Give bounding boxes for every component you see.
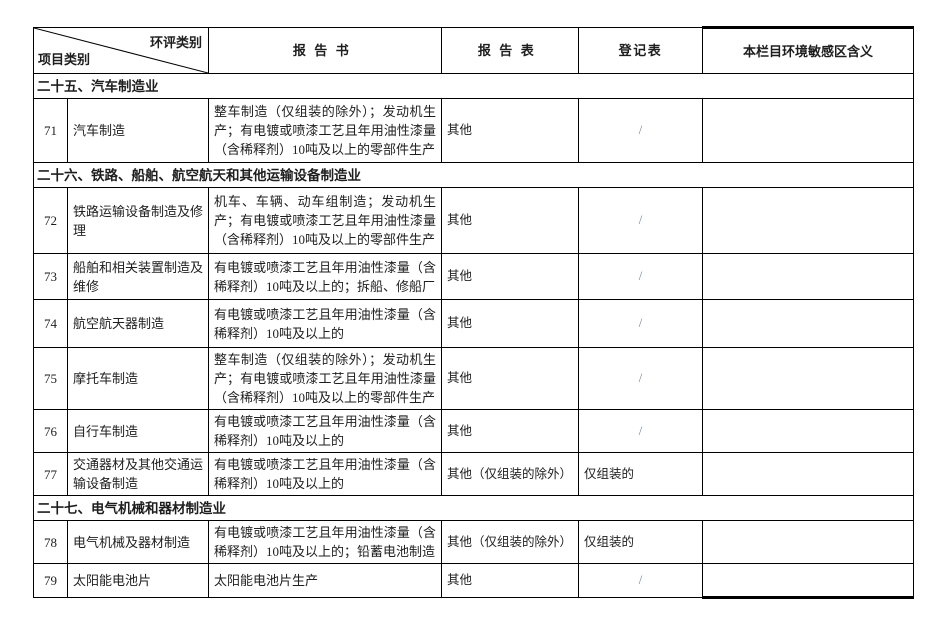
section-title-cell: 二十七、电气机械和器材制造业 [33,495,914,521]
sensitive-area-cell [702,253,914,300]
project-category-cell: 航空航天器制造 [67,299,209,348]
sensitive-area-cell [702,187,914,254]
table-row: 78 电气机械及器材制造 有电镀或喷漆工艺且年用油性漆量（含稀释剂）10吨及以上… [33,520,914,564]
report-form-cell: 其他 [441,347,579,410]
report-book-cell: 机车、车辆、动车组制造；发动机生产；有电镀或喷漆工艺且年用油性漆量（含稀释剂）1… [208,187,442,254]
register-form-cell: / [578,563,703,598]
sensitive-area-cell [702,563,914,599]
project-category-cell: 汽车制造 [67,98,209,163]
table-row: 79 太阳能电池片 太阳能电池片生产 其他 / [33,563,914,599]
row-number-cell: 79 [33,563,68,598]
register-form-cell: / [578,187,703,254]
sensitive-area-cell [702,409,914,453]
project-category-cell: 交通器材及其他交通运输设备制造 [67,452,209,496]
row-number-cell: 72 [33,187,68,254]
project-category-cell: 太阳能电池片 [67,563,209,598]
sensitive-area-cell [702,520,914,564]
sensitive-area-cell [702,347,914,410]
section-title-cell: 二十五、汽车制造业 [33,73,914,99]
project-category-cell: 电气机械及器材制造 [67,520,209,564]
row-number-cell: 75 [33,347,68,410]
register-form-cell: / [578,409,703,453]
register-form-cell: 仅组装的 [578,452,703,496]
table-row: 77 交通器材及其他交通运输设备制造 有电镀或喷漆工艺且年用油性漆量（含稀释剂）… [33,452,914,496]
header-sensitive-area: 本栏目环境敏感区含义 [702,26,914,74]
header-report-form-label: 报告表 [477,43,543,58]
report-form-cell: 其他 [441,409,579,453]
table-row: 76 自行车制造 有电镀或喷漆工艺且年用油性漆量（含稀释剂）10吨及以上的 其他… [33,409,914,453]
report-book-cell: 整车制造（仅组装的除外）；发动机生产；有电镀或喷漆工艺且年用油性漆量（含稀释剂）… [208,347,442,410]
table-row: 74 航空航天器制造 有电镀或喷漆工艺且年用油性漆量（含稀释剂）10吨及以上的 … [33,299,914,348]
project-category-cell: 自行车制造 [67,409,209,453]
report-book-cell: 有电镀或喷漆工艺且年用油性漆量（含稀释剂）10吨及以上的 [208,299,442,348]
table-header-row: 环评类别 项目类别 报告书 报告表 登记表 本栏目环境敏感区含义 [33,26,914,74]
report-form-cell: 其他 [441,98,579,163]
table-row: 73 船舶和相关装置制造及维修 有电镀或喷漆工艺且年用油性漆量（含稀释剂）10吨… [33,253,914,300]
sensitive-area-cell [702,98,914,163]
register-form-cell: / [578,253,703,300]
header-report-book: 报告书 [208,27,442,74]
header-report-form: 报告表 [441,27,579,74]
header-register-form-label: 登记表 [618,43,663,58]
report-form-cell: 其他 [441,253,579,300]
diagonal-line-icon [34,28,208,73]
report-book-cell: 有电镀或喷漆工艺且年用油性漆量（含稀释剂）10吨及以上的；铅蓄电池制造 [208,520,442,564]
section-header-row: 二十五、汽车制造业 [33,73,914,99]
register-form-cell: / [578,347,703,410]
project-category-cell: 铁路运输设备制造及修理 [67,187,209,254]
section-title-cell: 二十六、铁路、船舶、航空航天和其他运输设备制造业 [33,162,914,188]
row-number-cell: 77 [33,452,68,496]
row-number-cell: 76 [33,409,68,453]
register-form-cell: / [578,299,703,348]
project-category-cell: 船舶和相关装置制造及维修 [67,253,209,300]
row-number-cell: 78 [33,520,68,564]
table-row: 72 铁路运输设备制造及修理 机车、车辆、动车组制造；发动机生产；有电镀或喷漆工… [33,187,914,254]
row-number-cell: 73 [33,253,68,300]
report-book-cell: 太阳能电池片生产 [208,563,442,598]
corner-top-right-label: 环评类别 [149,35,202,50]
report-form-cell: 其他 [441,563,579,598]
eia-classification-table: 环评类别 项目类别 报告书 报告表 登记表 本栏目环境敏感区含义 二十五、汽车制… [33,26,914,599]
table-row: 71 汽车制造 整车制造（仅组装的除外）；发动机生产；有电镀或喷漆工艺且年用油性… [33,98,914,163]
report-form-cell: 其他（仅组装的除外） [441,452,579,496]
row-number-cell: 71 [33,98,68,163]
sensitive-area-cell [702,452,914,496]
register-form-cell: / [578,98,703,163]
header-report-book-label: 报告书 [292,43,358,58]
section-header-row: 二十六、铁路、船舶、航空航天和其他运输设备制造业 [33,162,914,188]
register-form-cell: 仅组装的 [578,520,703,564]
report-book-cell: 有电镀或喷漆工艺且年用油性漆量（含稀释剂）10吨及以上的 [208,452,442,496]
row-number-cell: 74 [33,299,68,348]
sensitive-area-cell [702,299,914,348]
report-book-cell: 有电镀或喷漆工艺且年用油性漆量（含稀释剂）10吨及以上的 [208,409,442,453]
table-row: 75 摩托车制造 整车制造（仅组装的除外）；发动机生产；有电镀或喷漆工艺且年用油… [33,347,914,410]
report-book-cell: 整车制造（仅组装的除外）；发动机生产；有电镀或喷漆工艺且年用油性漆量（含稀释剂）… [208,98,442,163]
corner-cell: 环评类别 项目类别 [33,27,209,74]
project-category-cell: 摩托车制造 [67,347,209,410]
header-sensitive-area-label: 本栏目环境敏感区含义 [742,43,873,59]
report-form-cell: 其他 [441,187,579,254]
report-form-cell: 其他 [441,299,579,348]
header-register-form: 登记表 [578,27,703,74]
report-book-cell: 有电镀或喷漆工艺且年用油性漆量（含稀释剂）10吨及以上的；拆船、修船厂 [208,253,442,300]
report-form-cell: 其他（仅组装的除外） [441,520,579,564]
section-header-row: 二十七、电气机械和器材制造业 [33,495,914,521]
corner-bottom-left-label: 项目类别 [38,52,91,67]
